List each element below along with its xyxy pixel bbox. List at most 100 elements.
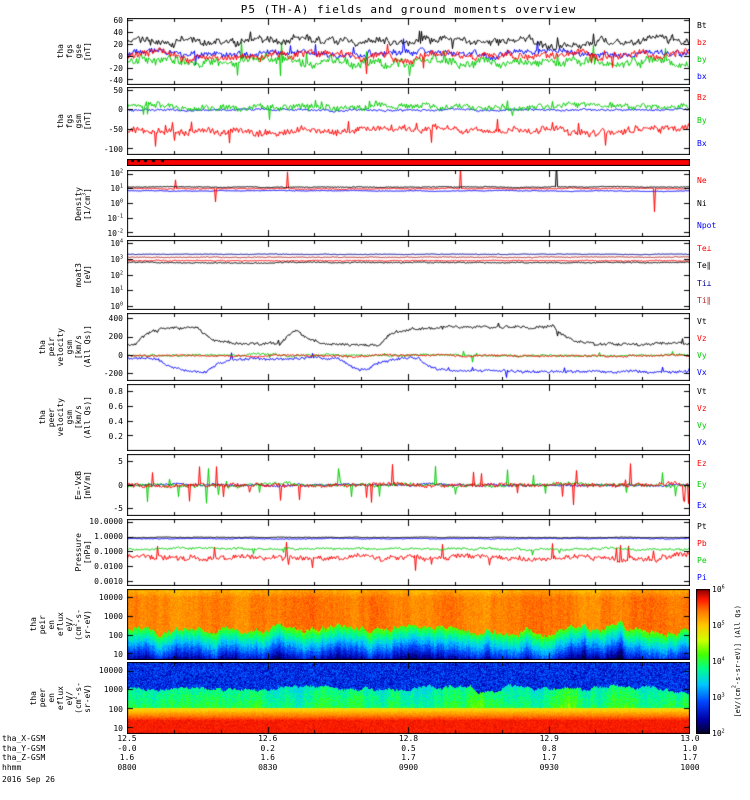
ytick-label: 0.4 xyxy=(108,416,123,426)
ytick-label: 102 xyxy=(110,269,123,280)
ylabel-line: tha xyxy=(29,690,38,706)
ytick-label: 40 xyxy=(113,27,123,37)
legend-Vy: Vy xyxy=(697,350,707,360)
panel-flag-bar xyxy=(127,159,690,166)
ylabel-line: Density xyxy=(74,186,83,221)
xaxis-value: 0.2 xyxy=(260,744,275,753)
ytick-label: 0.1000 xyxy=(94,547,123,557)
ylabel-line: tha xyxy=(29,617,38,632)
ytick-label: 100 xyxy=(108,704,123,714)
ytick-label: 10-2 xyxy=(107,228,123,238)
ytick-label: 400 xyxy=(108,314,123,323)
ytick-label: 102 xyxy=(110,168,123,179)
ytick-label: 5 xyxy=(118,456,123,466)
legend-Vx: Vx xyxy=(697,437,707,447)
ytick-label: 1.0000 xyxy=(94,532,123,542)
xaxis-value: 1.7 xyxy=(682,753,698,762)
xaxis-value: 0900 xyxy=(398,763,419,772)
ylabel-line: velocity xyxy=(56,327,65,367)
ylabel-line: tha xyxy=(38,410,47,425)
legend-by: by xyxy=(697,54,707,64)
panel-peir-velocity xyxy=(127,313,690,381)
ytick-label: -20 xyxy=(108,63,123,73)
ytick-label: 0.0100 xyxy=(94,562,123,572)
legend-Bz: Bz xyxy=(697,93,707,103)
panel-moat3 xyxy=(127,240,690,310)
panel-efield xyxy=(127,454,690,516)
xaxis-value: 1.7 xyxy=(401,753,416,762)
xaxis-value: 12.9 xyxy=(539,734,559,743)
legend-Pt: Pt xyxy=(697,522,707,532)
ytick-label: 0.2 xyxy=(108,431,123,441)
xaxis-value: 0.5 xyxy=(401,744,416,753)
ytick-label: 104 xyxy=(110,238,123,248)
ytick-label: 50 xyxy=(113,85,123,95)
colorbar-label-text: [eV/(cm2-s-sr-eV)] (All Qs) xyxy=(731,605,742,718)
colorbar-tick: 103 xyxy=(712,692,725,702)
ytick-label: -200 xyxy=(103,369,123,379)
ylabel-line: (cm2-s- xyxy=(72,682,83,714)
date-label: 2016 Sep 26 xyxy=(2,775,55,784)
ytick-label: 0.8 xyxy=(108,386,123,396)
ylabel-line: E=-VxB xyxy=(74,470,83,500)
colorbar-tick: 102 xyxy=(712,728,725,738)
legend-Ex: Ex xyxy=(697,500,707,510)
colorbar-tick: 106 xyxy=(712,584,725,594)
ytick-label: 200 xyxy=(108,332,123,342)
ytick-label: -40 xyxy=(108,75,123,85)
colorbar-tick: 105 xyxy=(712,620,725,630)
ytick-label: 1000 xyxy=(103,685,123,695)
ytick-label: 0 xyxy=(118,51,123,61)
xaxis-row-label-tha-Z-GSM: tha_Z-GSM xyxy=(2,753,46,762)
ylabel-line: en xyxy=(47,693,56,703)
ylabel-line: peir xyxy=(47,337,56,357)
ylabel-line: tha xyxy=(56,113,65,129)
ylabel-line: [km/s xyxy=(74,334,83,360)
legend-Bt: Bt xyxy=(697,21,707,31)
ylabel-line: gsm xyxy=(65,339,74,355)
legend-Vx: Vx xyxy=(697,367,707,377)
ylabel-line: en xyxy=(47,619,56,630)
legend-Te: Te∥ xyxy=(697,261,711,271)
xaxis-value: 1000 xyxy=(680,763,700,772)
panel-density xyxy=(127,170,690,237)
ytick-label: 101 xyxy=(110,183,123,194)
xaxis-value: 12.5 xyxy=(117,734,137,743)
xaxis-value: 0.8 xyxy=(542,744,557,753)
ylabel-line: eflux xyxy=(56,612,65,637)
panel-peir-en-eflux xyxy=(127,589,690,660)
legend-Ez: Ez xyxy=(697,459,707,469)
panel-fgs-gsm xyxy=(127,87,690,155)
ylabel-line: velocity xyxy=(56,398,65,437)
ytick-label: 100 xyxy=(108,630,123,640)
ytick-label: 101 xyxy=(110,285,123,296)
ylabel-line: fgs xyxy=(65,113,74,129)
legend-By: By xyxy=(697,116,707,125)
legend-Ey: Ey xyxy=(697,480,707,489)
panel-pressure xyxy=(127,519,690,586)
ylabel-line: fgs xyxy=(65,44,74,59)
ytick-label: 10000 xyxy=(98,666,123,676)
legend-Vt: Vt xyxy=(697,387,707,397)
ylabel-line: moat3 xyxy=(74,262,83,288)
legend-Pi: Pi xyxy=(697,572,707,582)
ylabel-line: gsm xyxy=(74,113,83,129)
xaxis-value: 0800 xyxy=(117,763,137,772)
colorbar-label: [eV/(cm2-s-sr-eV)] (All Qs) xyxy=(731,589,748,734)
ytick-label: 10 xyxy=(113,649,123,659)
ylabel-line: gsm xyxy=(65,410,74,425)
legend-Ni: Ni xyxy=(697,198,707,208)
ytick-label: -50 xyxy=(108,124,123,134)
legend-Vz: Vz xyxy=(697,333,707,343)
ytick-label: 100 xyxy=(110,301,123,312)
panel-peer-en-eflux xyxy=(127,662,690,734)
plot-title: P5 (TH-A) fields and ground moments over… xyxy=(240,3,577,16)
ylabel-line: eflux xyxy=(56,685,65,711)
ytick-label: -100 xyxy=(103,144,123,154)
ylabel-line: gse xyxy=(74,44,83,59)
xaxis-row-label-tha-Y-GSM: tha_Y-GSM xyxy=(2,744,46,753)
legend-Pb: Pb xyxy=(697,539,707,549)
xaxis-row-label-hhmm: hhmm xyxy=(2,763,22,772)
ytick-label: 0 xyxy=(118,105,123,115)
